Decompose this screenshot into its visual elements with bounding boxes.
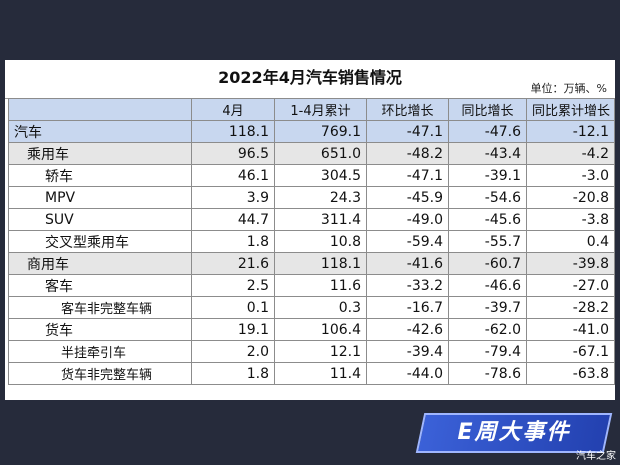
row-value: 10.8 — [274, 230, 367, 253]
sales-table-sheet: 2022年4月汽车销售情况 单位：万辆、% 4月 1-4月累计 环比增长 同比增… — [5, 60, 615, 400]
row-value: -44.0 — [366, 362, 449, 385]
row-value: 1.8 — [191, 230, 275, 253]
row-value: -49.0 — [366, 208, 449, 231]
table-row: 乘用车 96.5 651.0 -48.2 -43.4 -4.2 — [8, 142, 615, 165]
row-name: 商用车 — [8, 252, 192, 275]
row-value: 96.5 — [191, 142, 275, 165]
row-value: -62.0 — [448, 318, 527, 341]
row-value: 769.1 — [274, 120, 367, 143]
row-value: 11.6 — [274, 274, 367, 297]
row-value: -48.2 — [366, 142, 449, 165]
row-value: -27.0 — [526, 274, 615, 297]
row-value: -43.4 — [448, 142, 527, 165]
row-value: -3.0 — [526, 164, 615, 187]
row-name: 货车非完整车辆 — [8, 362, 192, 385]
table-row: MPV 3.9 24.3 -45.9 -54.6 -20.8 — [8, 186, 615, 209]
row-value: -3.8 — [526, 208, 615, 231]
table-row: 轿车 46.1 304.5 -47.1 -39.1 -3.0 — [8, 164, 615, 187]
sheet-header: 2022年4月汽车销售情况 单位：万辆、% — [5, 60, 615, 99]
row-value: 44.7 — [191, 208, 275, 231]
row-value: -63.8 — [526, 362, 615, 385]
row-value: 2.0 — [191, 340, 275, 363]
row-value: -47.1 — [366, 164, 449, 187]
row-value: -55.7 — [448, 230, 527, 253]
row-value: -28.2 — [526, 296, 615, 319]
row-name: 货车 — [8, 318, 192, 341]
row-value: 311.4 — [274, 208, 367, 231]
column-header — [8, 98, 192, 121]
row-name: 轿车 — [8, 164, 192, 187]
row-value: -39.1 — [448, 164, 527, 187]
row-value: 304.5 — [274, 164, 367, 187]
column-header: 同比增长 — [448, 98, 527, 121]
row-value: -45.9 — [366, 186, 449, 209]
row-value: 19.1 — [191, 318, 275, 341]
column-header: 同比累计增长 — [526, 98, 615, 121]
unit-note: 单位：万辆、% — [530, 82, 607, 95]
table-row: 货车 19.1 106.4 -42.6 -62.0 -41.0 — [8, 318, 615, 341]
row-value: -4.2 — [526, 142, 615, 165]
row-value: 118.1 — [191, 120, 275, 143]
table-row: 汽车 118.1 769.1 -47.1 -47.6 -12.1 — [8, 120, 615, 143]
table-row: 客车非完整车辆 0.1 0.3 -16.7 -39.7 -28.2 — [8, 296, 615, 319]
row-value: -20.8 — [526, 186, 615, 209]
table-row: 货车非完整车辆 1.8 11.4 -44.0 -78.6 -63.8 — [8, 362, 615, 385]
banner-text: E周大事件 — [457, 420, 571, 445]
table-row: 客车 2.5 11.6 -33.2 -46.6 -27.0 — [8, 274, 615, 297]
row-value: -12.1 — [526, 120, 615, 143]
row-value: -79.4 — [448, 340, 527, 363]
row-name: 交叉型乘用车 — [8, 230, 192, 253]
column-header: 环比增长 — [366, 98, 449, 121]
column-header: 4月 — [191, 98, 275, 121]
row-name: 乘用车 — [8, 142, 192, 165]
row-value: 2.5 — [191, 274, 275, 297]
row-value: 3.9 — [191, 186, 275, 209]
row-value: -39.4 — [366, 340, 449, 363]
row-value: -39.8 — [526, 252, 615, 275]
column-header: 1-4月累计 — [274, 98, 367, 121]
row-name: 客车 — [8, 274, 192, 297]
row-value: 1.8 — [191, 362, 275, 385]
row-value: -45.6 — [448, 208, 527, 231]
row-value: 0.4 — [526, 230, 615, 253]
row-name: 半挂牵引车 — [8, 340, 192, 363]
row-value: 46.1 — [191, 164, 275, 187]
table-row: 半挂牵引车 2.0 12.1 -39.4 -79.4 -67.1 — [8, 340, 615, 363]
row-name: 客车非完整车辆 — [8, 296, 192, 319]
row-value: 0.1 — [191, 296, 275, 319]
row-value: -78.6 — [448, 362, 527, 385]
row-value: 12.1 — [274, 340, 367, 363]
row-value: 118.1 — [274, 252, 367, 275]
row-value: -59.4 — [366, 230, 449, 253]
table-title: 2022年4月汽车销售情况 — [218, 68, 402, 87]
row-value: -47.1 — [366, 120, 449, 143]
row-value: -33.2 — [366, 274, 449, 297]
row-value: -41.0 — [526, 318, 615, 341]
sales-table: 4月 1-4月累计 环比增长 同比增长 同比累计增长 汽车 118.1 769.1-… — [8, 98, 615, 385]
row-value: -16.7 — [366, 296, 449, 319]
row-value: -41.6 — [366, 252, 449, 275]
row-value: -60.7 — [448, 252, 527, 275]
row-value: -54.6 — [448, 186, 527, 209]
row-value: -46.6 — [448, 274, 527, 297]
row-value: -42.6 — [366, 318, 449, 341]
row-value: 11.4 — [274, 362, 367, 385]
row-value: 21.6 — [191, 252, 275, 275]
row-value: -67.1 — [526, 340, 615, 363]
row-name: SUV — [8, 208, 192, 231]
header-row: 4月 1-4月累计 环比增长 同比增长 同比累计增长 — [8, 98, 615, 121]
row-value: 24.3 — [274, 186, 367, 209]
row-value: 651.0 — [274, 142, 367, 165]
source-watermark: 汽车之家 — [576, 451, 616, 462]
row-name: 汽车 — [8, 120, 192, 143]
row-value: 106.4 — [274, 318, 367, 341]
table-row: 商用车 21.6 118.1 -41.6 -60.7 -39.8 — [8, 252, 615, 275]
row-value: 0.3 — [274, 296, 367, 319]
table-row: SUV 44.7 311.4 -49.0 -45.6 -3.8 — [8, 208, 615, 231]
row-value: -39.7 — [448, 296, 527, 319]
row-value: -47.6 — [448, 120, 527, 143]
row-name: MPV — [8, 186, 192, 209]
table-row: 交叉型乘用车 1.8 10.8 -59.4 -55.7 0.4 — [8, 230, 615, 253]
